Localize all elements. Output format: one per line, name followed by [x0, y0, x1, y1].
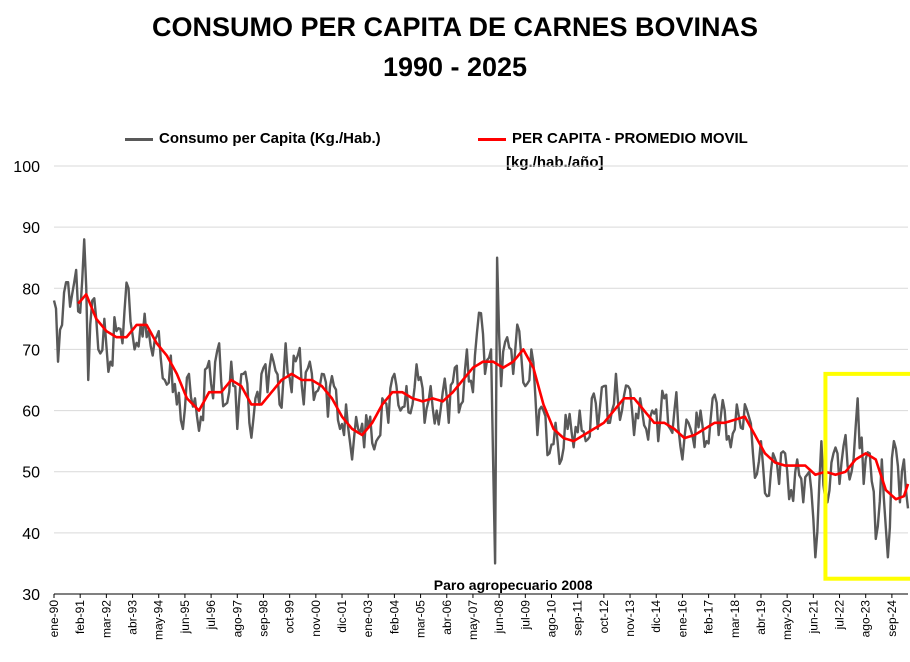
x-tick-label: may-94 — [152, 600, 166, 640]
x-tick-label: feb-04 — [387, 600, 401, 634]
y-tick-label: 40 — [22, 526, 40, 543]
x-tick-label: dic-01 — [335, 600, 349, 633]
x-tick-label: jul-22 — [833, 600, 847, 631]
chart-subtitle: 1990 - 2025 — [382, 52, 528, 82]
x-tick-label: mar-05 — [414, 600, 428, 638]
chart-title: CONSUMO PER CAPITA DE CARNES BOVINAS — [151, 12, 759, 42]
legend-swatch-gray — [125, 137, 153, 141]
x-tick-label: nov-00 — [309, 600, 323, 637]
x-tick-label: ene-90 — [47, 600, 61, 638]
x-tick-label: feb-17 — [702, 600, 716, 634]
x-tick-label: jul-96 — [204, 600, 218, 631]
highlight-box — [823, 371, 910, 581]
x-tick-label: ago-97 — [230, 600, 244, 638]
annotation-paro: Paro agropecuario 2008 — [434, 577, 593, 593]
x-tick-label: abr-93 — [126, 600, 140, 635]
x-tick-label: nov-13 — [623, 600, 637, 637]
x-tick-label: jun-21 — [806, 600, 820, 635]
y-tick-label: 90 — [22, 220, 40, 237]
legend-label-consumo: Consumo per Capita (Kg./Hab.) — [159, 130, 381, 147]
x-tick-label: oct-99 — [283, 600, 297, 634]
series-consumo-line — [52, 238, 910, 565]
x-tick-label: oct-12 — [597, 600, 611, 634]
x-tick-label: jul-09 — [518, 600, 532, 631]
x-tick-label: abr-19 — [754, 600, 768, 635]
x-tick-label: dic-14 — [649, 600, 663, 633]
legend-swatch-red — [478, 137, 506, 141]
legend-entry-consumo: Consumo per Capita (Kg./Hab.) — [125, 130, 381, 147]
x-tick-label: sep-24 — [885, 600, 899, 637]
x-tick-label: ago-10 — [544, 600, 558, 638]
x-tick-label: abr-06 — [440, 600, 454, 635]
x-tick-label: ago-23 — [859, 600, 873, 638]
y-tick-label: 70 — [22, 342, 40, 359]
legend-label-promedio-units: [kg./hab./año] — [506, 154, 604, 171]
x-tick-label: ene-16 — [675, 600, 689, 638]
x-tick-label: sep-11 — [571, 600, 585, 636]
x-tick-label: mar-92 — [99, 600, 113, 638]
x-tick-label: mar-18 — [728, 600, 742, 638]
x-tick-label: ene-03 — [361, 600, 375, 638]
y-tick-label: 80 — [22, 281, 40, 298]
y-tick-label: 60 — [22, 404, 40, 421]
x-tick-label: jun-08 — [492, 600, 506, 635]
y-tick-label: 50 — [22, 465, 40, 482]
y-tick-label: 30 — [22, 587, 40, 604]
x-tick-label: may-07 — [466, 600, 480, 640]
legend-label-promedio: PER CAPITA - PROMEDIO MOVIL — [512, 130, 748, 147]
x-tick-label: sep-98 — [256, 600, 270, 637]
x-tick-label: feb-91 — [73, 600, 87, 634]
x-tick-label: may-20 — [780, 600, 794, 640]
series-promedio-line — [77, 293, 910, 501]
x-tick-label: jun-95 — [178, 600, 192, 635]
legend-entry-promedio: PER CAPITA - PROMEDIO MOVIL — [478, 130, 748, 147]
y-tick-label: 100 — [13, 159, 40, 176]
